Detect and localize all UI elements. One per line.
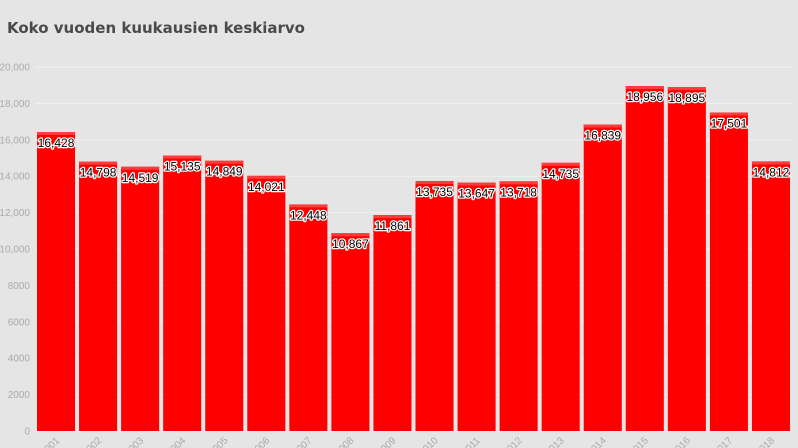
- x-tick-label: 2011: [460, 435, 483, 448]
- data-label: 18,956: [626, 90, 663, 104]
- x-tick-label: 2008: [333, 435, 357, 448]
- y-tick-label: 14,000: [0, 172, 30, 183]
- data-label: 10,867: [332, 237, 369, 251]
- bar[interactable]: [331, 233, 370, 431]
- bar-top-edge: [121, 166, 160, 170]
- x-tick-label: 2018: [754, 435, 778, 448]
- data-label: 15,135: [164, 160, 201, 174]
- bar[interactable]: [499, 181, 538, 431]
- bar[interactable]: [79, 161, 118, 432]
- x-tick-label: 2006: [249, 435, 273, 448]
- x-tick-label: 2010: [417, 435, 441, 448]
- bar-top-edge: [79, 161, 118, 165]
- chart-title: Koko vuoden kuukausien keskiarvo: [7, 19, 305, 37]
- y-tick-label: 12,000: [0, 208, 30, 219]
- y-tick-label: 20,000: [0, 63, 30, 74]
- x-tick-label: 2013: [543, 435, 567, 448]
- x-tick-label: 2001: [39, 435, 63, 448]
- x-tick-label: 2005: [207, 435, 231, 448]
- x-tick-label: 2009: [375, 435, 399, 448]
- bar-top-edge: [247, 175, 286, 179]
- data-label: 11,861: [375, 219, 411, 233]
- bar[interactable]: [289, 204, 328, 431]
- bar[interactable]: [751, 161, 790, 431]
- y-tick-label: 16,000: [0, 135, 30, 146]
- x-tick-label: 2017: [712, 435, 736, 448]
- y-tick-label: 10,000: [0, 245, 30, 256]
- bar[interactable]: [37, 132, 76, 431]
- data-label: 14,021: [248, 180, 285, 194]
- bar-top-edge: [37, 132, 76, 136]
- bar[interactable]: [583, 124, 622, 431]
- bar-top-edge: [457, 182, 496, 186]
- y-tick-label: 18,000: [0, 99, 30, 110]
- bar-top-edge: [541, 162, 580, 166]
- bar-top-edge: [709, 112, 748, 116]
- bar-top-edge: [205, 160, 244, 164]
- bar[interactable]: [373, 215, 412, 431]
- bar-top-edge: [415, 181, 454, 185]
- data-label: 14,849: [206, 165, 243, 179]
- bar[interactable]: [709, 112, 748, 431]
- bar[interactable]: [205, 160, 244, 431]
- bar[interactable]: [415, 181, 454, 431]
- bar[interactable]: [625, 86, 664, 432]
- y-tick-label: 8000: [8, 281, 31, 292]
- data-label: 14,519: [122, 171, 159, 185]
- bar-top-edge: [583, 124, 622, 128]
- data-label: 17,501: [711, 116, 748, 130]
- data-label: 14,735: [542, 167, 579, 181]
- bar[interactable]: [121, 166, 160, 431]
- bar-top-edge: [499, 181, 538, 185]
- bar-top-edge: [373, 215, 412, 219]
- y-tick-label: 6000: [8, 317, 31, 328]
- bar-top-edge: [751, 161, 790, 165]
- bar-top-edge: [163, 155, 202, 159]
- bar[interactable]: [457, 182, 496, 431]
- x-tick-label: 2007: [291, 435, 315, 448]
- data-label: 18,895: [669, 91, 706, 105]
- x-tick-label: 2014: [585, 435, 609, 448]
- data-label: 13,735: [416, 185, 453, 199]
- x-tick-label: 2015: [627, 435, 651, 448]
- x-tick-label: 2003: [123, 435, 147, 448]
- data-label: 16,428: [38, 136, 75, 150]
- bar[interactable]: [541, 162, 580, 431]
- bar-top-edge: [331, 233, 370, 237]
- data-label: 14,798: [80, 166, 117, 180]
- x-tick-label: 2016: [669, 435, 693, 448]
- data-label: 13,718: [500, 185, 537, 199]
- y-tick-label: 0: [24, 427, 30, 438]
- bar-top-edge: [625, 86, 664, 90]
- bar[interactable]: [247, 175, 286, 431]
- data-label: 12,448: [290, 208, 327, 222]
- data-label: 13,647: [458, 187, 495, 201]
- bar-top-edge: [289, 204, 328, 208]
- x-tick-label: 2012: [501, 435, 525, 448]
- bar[interactable]: [667, 87, 706, 432]
- x-tick-label: 2002: [81, 435, 105, 448]
- y-tick-label: 2000: [8, 390, 31, 401]
- bar[interactable]: [163, 155, 202, 431]
- data-label: 14,812: [753, 165, 790, 179]
- data-label: 16,839: [584, 129, 621, 143]
- bar-top-edge: [667, 87, 706, 91]
- y-tick-label: 4000: [8, 354, 31, 365]
- x-tick-label: 2004: [165, 435, 189, 448]
